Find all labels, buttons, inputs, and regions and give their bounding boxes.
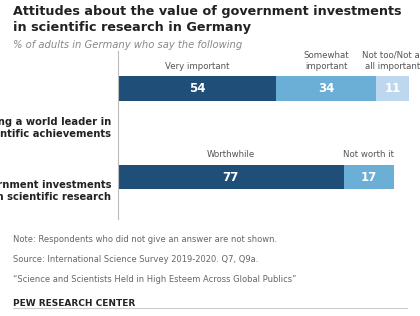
Text: 54: 54 (189, 82, 205, 95)
Bar (376, 76, 409, 101)
Text: Not too/Not at
all important: Not too/Not at all important (362, 51, 420, 71)
Text: 34: 34 (318, 82, 334, 95)
Text: 17: 17 (361, 171, 377, 184)
Bar (118, 76, 276, 101)
Text: Not worth it: Not worth it (344, 150, 394, 159)
Bar (344, 165, 394, 190)
Text: Somewhat
important: Somewhat important (304, 51, 349, 71)
Bar (276, 76, 376, 101)
Text: 77: 77 (223, 171, 239, 184)
Text: Government investments
in scientific research: Government investments in scientific res… (0, 180, 111, 202)
Text: Being a world leader in
scientific achievements: Being a world leader in scientific achie… (0, 117, 111, 139)
Text: Note: Respondents who did not give an answer are not shown.: Note: Respondents who did not give an an… (13, 235, 277, 244)
Text: Source: International Science Survey 2019-2020. Q7, Q9a.: Source: International Science Survey 201… (13, 255, 258, 264)
Bar (118, 165, 344, 190)
Text: PEW RESEARCH CENTER: PEW RESEARCH CENTER (13, 299, 135, 307)
Text: % of adults in Germany who say the following: % of adults in Germany who say the follo… (13, 40, 242, 50)
Text: Very important: Very important (165, 62, 229, 71)
Text: “Science and Scientists Held in High Esteem Across Global Publics”: “Science and Scientists Held in High Est… (13, 275, 296, 283)
Text: in scientific research in Germany: in scientific research in Germany (13, 21, 251, 33)
Text: Attitudes about the value of government investments: Attitudes about the value of government … (13, 5, 401, 18)
Text: 11: 11 (384, 82, 401, 95)
Text: Worthwhile: Worthwhile (207, 150, 255, 159)
